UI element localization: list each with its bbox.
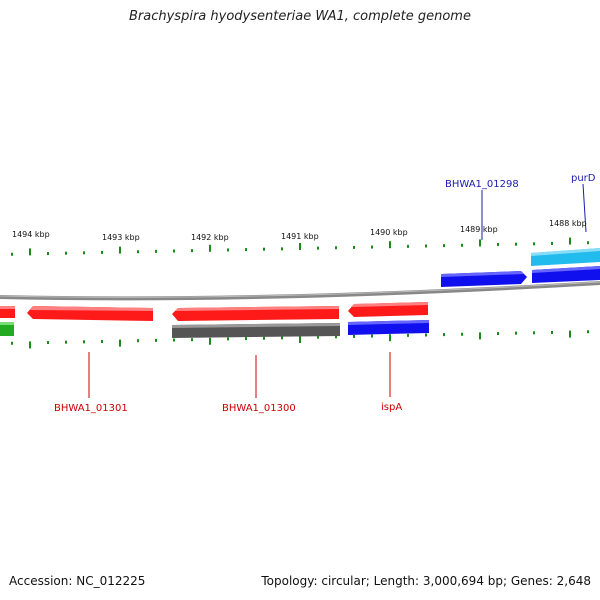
tick-marks-upper	[11, 237, 589, 256]
tick-label-1490: 1490 kbp	[370, 228, 408, 237]
tick-label-1491: 1491 kbp	[281, 232, 319, 241]
feature-red-left-edge[interactable]	[0, 306, 15, 318]
feature-red-ispa[interactable]	[348, 302, 428, 317]
feature-cyan-purd[interactable]	[531, 248, 600, 266]
feature-red-bhwa1-01301[interactable]	[27, 306, 153, 321]
topology-summary-text: Topology: circular; Length: 3,000,694 bp…	[261, 574, 591, 588]
tick-label-1494: 1494 kbp	[12, 230, 50, 239]
tick-label-1493: 1493 kbp	[102, 233, 140, 242]
tick-label-1489: 1489 kbp	[460, 225, 498, 234]
feature-blue-bhwa1-01298[interactable]	[441, 271, 527, 287]
tick-marks-lower	[11, 330, 589, 349]
feature-blue-ispa[interactable]	[348, 320, 429, 335]
gene-dark-bhwa1-01300[interactable]	[172, 323, 340, 338]
leader-purd	[582, 183, 587, 233]
feature-blue-top-right[interactable]	[532, 266, 600, 283]
gene-label-bhwa1-01301[interactable]: BHWA1_01301	[54, 403, 128, 414]
feature-green-left-edge[interactable]	[0, 322, 14, 336]
accession-text: Accession: NC_012225	[9, 574, 146, 588]
map-title: Brachyspira hyodysenteriae WA1, complete…	[129, 9, 471, 24]
gene-label-bhwa1-01300[interactable]: BHWA1_01300	[222, 403, 296, 414]
feature-red-bhwa1-01300[interactable]	[172, 306, 339, 321]
gene-label-ispa[interactable]: ispA	[381, 402, 402, 413]
gene-label-bhwa1-01298[interactable]: BHWA1_01298	[445, 179, 519, 190]
genome-backbone	[0, 281, 600, 301]
gene-label-purd[interactable]: purD	[571, 173, 596, 184]
tick-label-1488: 1488 kbp	[549, 219, 587, 228]
tick-label-1492: 1492 kbp	[191, 233, 229, 242]
